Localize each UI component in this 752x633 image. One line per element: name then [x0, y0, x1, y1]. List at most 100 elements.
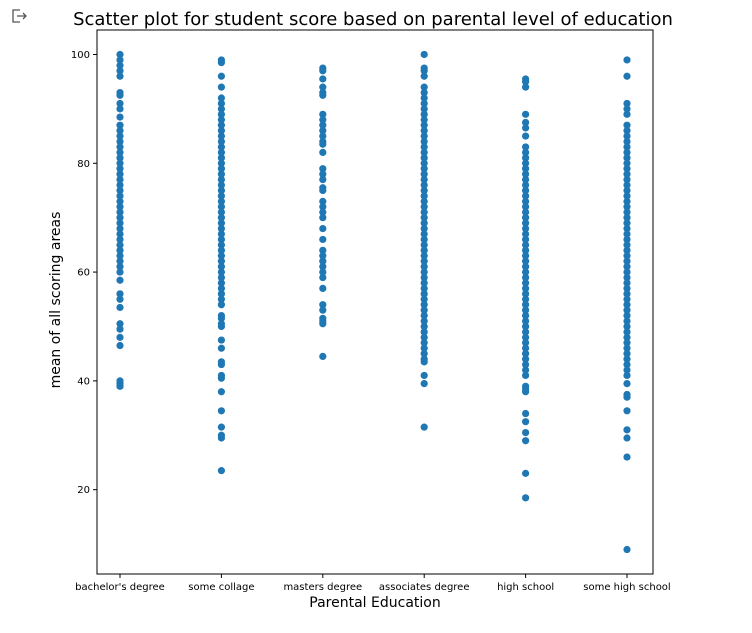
data-point — [522, 344, 530, 352]
data-point — [319, 148, 327, 156]
data-point — [116, 148, 124, 156]
data-point — [420, 176, 428, 184]
plot-frame — [96, 29, 654, 575]
data-point — [116, 105, 124, 113]
data-point — [623, 301, 631, 309]
data-point — [319, 165, 327, 173]
data-point — [623, 132, 631, 140]
x-axis: bachelor's degree some collage masters deg… — [75, 574, 671, 593]
data-point — [420, 181, 428, 189]
data-point — [522, 241, 530, 249]
data-point — [522, 366, 530, 374]
data-point — [420, 72, 428, 80]
data-point — [116, 203, 124, 211]
output-arrow-icon[interactable] — [10, 7, 28, 25]
data-point — [116, 252, 124, 260]
data-point — [623, 360, 631, 369]
data-point — [522, 143, 530, 151]
data-point — [522, 295, 530, 303]
data-point — [319, 257, 327, 265]
data-point — [623, 339, 631, 347]
data-point — [623, 246, 631, 254]
data-point — [217, 241, 225, 249]
data-point — [116, 224, 124, 233]
data-point — [420, 105, 428, 113]
data-point — [522, 246, 530, 254]
data-point — [420, 358, 428, 366]
data-point — [116, 257, 124, 265]
data-point — [217, 110, 225, 118]
data-point — [319, 224, 327, 233]
data-point — [522, 224, 530, 233]
data-point — [420, 241, 428, 249]
data-point — [116, 99, 124, 108]
data-point — [420, 333, 428, 341]
data-point — [217, 263, 225, 271]
data-point — [217, 423, 225, 431]
data-point — [217, 170, 225, 178]
data-point — [522, 428, 530, 437]
data-point — [420, 284, 428, 292]
data-points — [116, 50, 631, 554]
data-point — [623, 143, 631, 151]
data-point — [217, 203, 225, 211]
y-axis: 20 40 60 80 100 — [71, 50, 97, 496]
data-point — [217, 181, 225, 189]
data-point — [522, 118, 530, 127]
x-tick-label: some collage — [188, 582, 254, 593]
data-point — [217, 116, 225, 124]
data-point — [116, 132, 124, 140]
data-point — [319, 320, 327, 328]
data-point — [116, 230, 124, 238]
data-point — [420, 380, 428, 388]
data-point — [623, 312, 631, 320]
data-point — [522, 339, 530, 347]
data-point — [623, 214, 631, 222]
data-point — [116, 268, 124, 276]
data-point — [217, 295, 225, 303]
data-point — [116, 72, 124, 80]
y-axis-label: mean of all scoring areas — [48, 212, 64, 389]
data-point — [522, 176, 530, 184]
data-point — [217, 246, 225, 254]
data-point — [319, 132, 327, 140]
data-point — [522, 110, 530, 118]
data-point — [623, 434, 631, 442]
data-point — [420, 317, 428, 325]
data-point — [522, 192, 530, 200]
data-point — [522, 203, 530, 211]
data-point — [319, 214, 327, 222]
data-point — [420, 350, 428, 358]
y-tick-label: 40 — [77, 376, 90, 387]
data-point — [623, 165, 631, 173]
data-point — [522, 355, 530, 363]
data-point — [522, 230, 530, 238]
data-point — [522, 360, 530, 369]
data-point — [217, 197, 225, 205]
data-point — [116, 192, 124, 200]
data-point — [217, 219, 225, 227]
data-point — [217, 230, 225, 238]
data-point — [522, 317, 530, 325]
data-point — [116, 303, 124, 312]
data-point — [116, 197, 124, 205]
data-point — [420, 88, 428, 97]
data-point — [420, 127, 428, 135]
data-point — [522, 263, 530, 271]
data-point — [623, 453, 631, 461]
data-point — [420, 290, 428, 298]
x-tick-label: associates degree — [379, 582, 470, 593]
data-point — [217, 314, 225, 322]
data-point — [116, 67, 124, 75]
data-point — [522, 333, 530, 341]
data-point — [116, 241, 124, 249]
data-point — [522, 78, 530, 86]
data-point — [217, 344, 225, 352]
data-point — [623, 366, 631, 374]
x-tick-label: some high school — [583, 582, 670, 593]
data-point — [623, 192, 631, 200]
data-point — [522, 279, 530, 287]
data-point — [217, 301, 225, 309]
data-point — [623, 252, 631, 260]
